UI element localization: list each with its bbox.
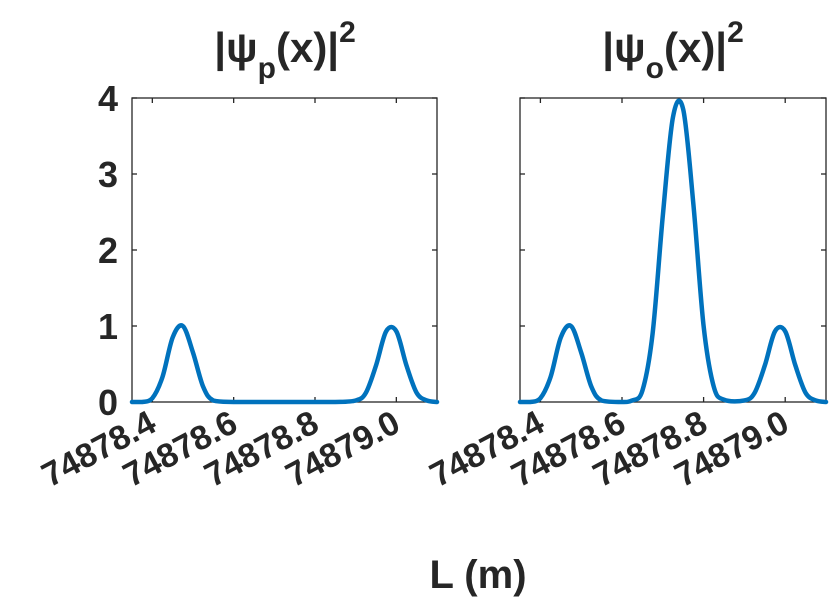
y-tick-label: 1 [98, 306, 118, 347]
title-base: |ψ [602, 24, 645, 72]
title-mid: (x)| [276, 24, 339, 72]
title-base: |ψ [214, 24, 257, 72]
panel-title: |ψo(x)|2 [602, 16, 744, 85]
series-line [517, 98, 829, 405]
title-subscript: o [646, 52, 664, 85]
title-subscript: p [258, 52, 276, 85]
title-superscript: 2 [727, 16, 744, 49]
panel-title: |ψp(x)|2 [214, 16, 356, 85]
y-tick-label: 4 [98, 78, 118, 119]
x-axis-label: L (m) [429, 553, 526, 597]
y-tick-label: 2 [98, 230, 118, 271]
title-mid: (x)| [664, 24, 727, 72]
series-line [129, 323, 440, 405]
y-tick-label: 0 [98, 382, 118, 423]
title-superscript: 2 [339, 16, 356, 49]
y-tick-label: 3 [98, 154, 118, 195]
